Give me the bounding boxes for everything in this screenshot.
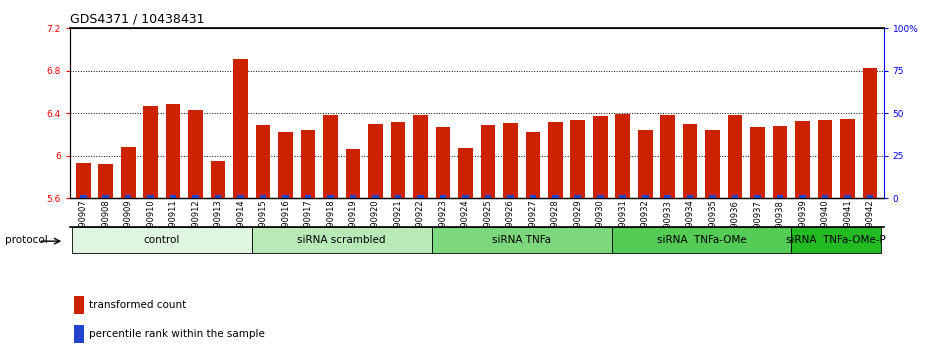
Bar xyxy=(822,195,829,198)
Bar xyxy=(170,195,177,198)
Bar xyxy=(432,227,612,253)
Bar xyxy=(350,195,356,198)
Text: GDS4371 / 10438431: GDS4371 / 10438431 xyxy=(70,13,205,26)
Bar xyxy=(867,195,873,198)
Bar xyxy=(102,195,109,198)
Bar xyxy=(252,227,432,253)
Bar xyxy=(72,227,252,253)
Text: protocol: protocol xyxy=(5,235,47,245)
Bar xyxy=(529,195,536,198)
Bar xyxy=(143,106,158,198)
Bar xyxy=(327,195,334,198)
Bar xyxy=(751,127,764,198)
Bar xyxy=(705,130,720,198)
Bar xyxy=(125,195,131,198)
Bar xyxy=(593,116,607,198)
Bar xyxy=(728,115,742,198)
Bar xyxy=(525,132,540,198)
Bar xyxy=(259,195,266,198)
Bar xyxy=(485,195,491,198)
Bar xyxy=(458,148,472,198)
Bar xyxy=(391,122,405,198)
Bar xyxy=(710,195,716,198)
Bar xyxy=(503,123,518,198)
Bar xyxy=(687,195,694,198)
Bar xyxy=(863,68,877,198)
Bar xyxy=(305,195,312,198)
Bar xyxy=(795,121,810,198)
Bar xyxy=(664,195,671,198)
Bar xyxy=(791,227,882,253)
Bar xyxy=(817,120,832,198)
Bar xyxy=(619,195,626,198)
Bar xyxy=(189,110,203,198)
Bar xyxy=(777,195,783,198)
Bar xyxy=(435,127,450,198)
Bar xyxy=(368,124,383,198)
Bar xyxy=(346,149,360,198)
Bar xyxy=(799,195,806,198)
Bar xyxy=(754,195,761,198)
Bar xyxy=(256,125,271,198)
Text: transformed count: transformed count xyxy=(88,299,186,310)
Bar xyxy=(597,195,604,198)
Bar xyxy=(418,195,424,198)
Text: siRNA  TNFa-OMe-P: siRNA TNFa-OMe-P xyxy=(787,235,886,245)
Text: siRNA  TNFa-OMe: siRNA TNFa-OMe xyxy=(657,235,746,245)
Bar xyxy=(215,195,221,198)
Bar xyxy=(548,122,563,198)
Bar xyxy=(612,227,791,253)
Bar xyxy=(147,195,154,198)
Text: control: control xyxy=(144,235,180,245)
Bar xyxy=(283,195,289,198)
Bar xyxy=(773,126,788,198)
Bar xyxy=(638,130,653,198)
Bar xyxy=(74,296,85,314)
Bar xyxy=(507,195,513,198)
Bar xyxy=(413,115,428,198)
Text: siRNA scrambled: siRNA scrambled xyxy=(298,235,386,245)
Bar xyxy=(278,132,293,198)
Text: percentile rank within the sample: percentile rank within the sample xyxy=(88,329,265,339)
Bar xyxy=(324,115,338,198)
Bar xyxy=(76,163,90,198)
Bar xyxy=(440,195,446,198)
Bar xyxy=(394,195,401,198)
Text: siRNA TNFa: siRNA TNFa xyxy=(492,235,551,245)
Bar xyxy=(233,59,248,198)
Bar xyxy=(552,195,559,198)
Bar xyxy=(840,119,855,198)
Bar xyxy=(575,195,581,198)
Bar xyxy=(570,120,585,198)
Bar xyxy=(74,325,85,343)
Bar xyxy=(211,161,225,198)
Bar xyxy=(683,124,698,198)
Bar xyxy=(616,114,630,198)
Bar xyxy=(80,195,86,198)
Bar xyxy=(166,104,180,198)
Bar xyxy=(481,125,495,198)
Bar xyxy=(732,195,738,198)
Bar xyxy=(300,130,315,198)
Bar xyxy=(642,195,648,198)
Bar xyxy=(844,195,851,198)
Bar xyxy=(372,195,379,198)
Bar xyxy=(99,164,113,198)
Bar xyxy=(660,115,675,198)
Bar xyxy=(237,195,244,198)
Bar xyxy=(193,195,199,198)
Bar xyxy=(462,195,469,198)
Bar xyxy=(121,147,136,198)
